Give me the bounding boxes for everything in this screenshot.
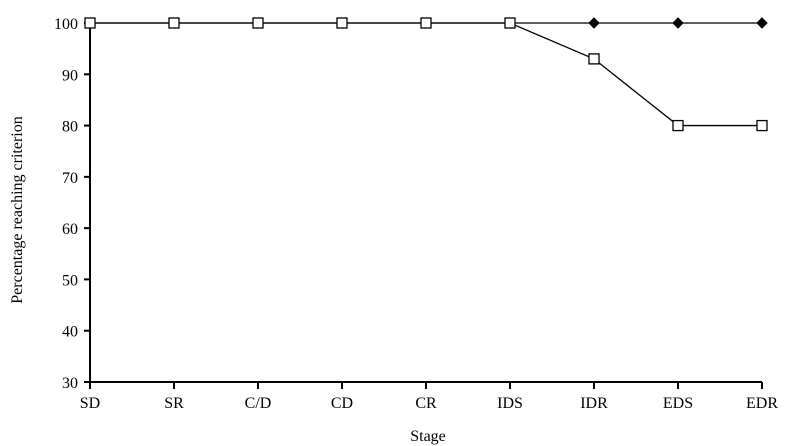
x-tick-label: CR xyxy=(415,395,437,412)
y-axis-title: Percentage reaching criterion xyxy=(9,116,26,303)
y-tick-label: 60 xyxy=(62,221,78,238)
square-point xyxy=(588,53,600,65)
x-tick-label: EDR xyxy=(746,395,778,412)
y-tick-label: 100 xyxy=(54,16,78,33)
y-tick-label: 70 xyxy=(62,170,78,187)
x-tick-label: SR xyxy=(164,395,184,412)
x-axis-title: Stage xyxy=(410,428,446,445)
diamond-point xyxy=(672,17,684,29)
square-point xyxy=(336,17,348,29)
series-group xyxy=(84,17,768,132)
square-point xyxy=(84,17,96,29)
labels: 30 40 50 60 70 80 90 100 SD SR C/D CD CR IDS IDR EDS EDR xyxy=(54,16,778,412)
y-tick-label: 30 xyxy=(62,375,78,392)
x-tick-label: EDS xyxy=(663,395,693,412)
diamond-point xyxy=(756,17,768,29)
y-tick-label: 90 xyxy=(62,67,78,84)
x-tick-label: SD xyxy=(80,395,100,412)
square-point xyxy=(504,17,516,29)
square-point xyxy=(252,17,264,29)
y-tick-label: 50 xyxy=(62,272,78,289)
square-point xyxy=(756,119,768,132)
axes xyxy=(84,19,763,389)
y-tick-label: 40 xyxy=(62,324,78,341)
y-tick-label: 80 xyxy=(62,119,78,136)
square-point xyxy=(420,17,432,29)
diamond-point xyxy=(588,17,600,29)
x-tick-label: C/D xyxy=(245,395,272,412)
square-point xyxy=(168,17,180,29)
series-line-2 xyxy=(90,22,762,127)
x-tick-label: IDR xyxy=(580,395,608,412)
x-tick-label: CD xyxy=(331,395,353,412)
square-point xyxy=(672,119,684,132)
x-tick-label: IDS xyxy=(497,395,523,412)
